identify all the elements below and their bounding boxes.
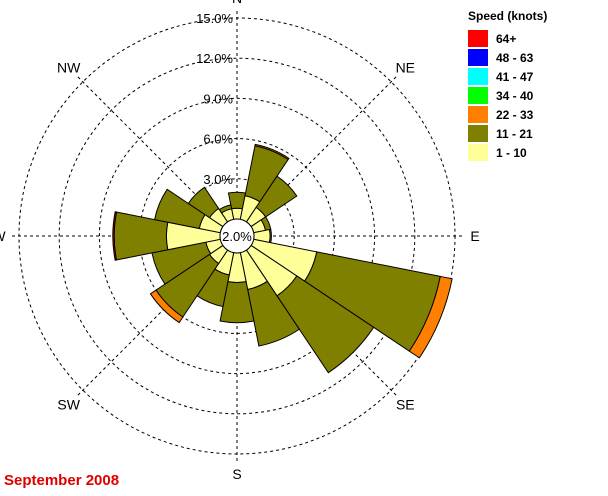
compass-label-W: W (0, 228, 6, 244)
compass-label-SW: SW (57, 396, 80, 412)
chart-title: September 2008 (4, 472, 120, 489)
legend-label-5: 22 - 33 (496, 108, 534, 122)
chart-labels: 2.0% 3.0% 6.0% 9.0% 12.0% 15.0% N NE E SE S SW W NW (0, 0, 480, 482)
grid-ring-3 (98, 97, 376, 375)
legend-swatch-6 (468, 125, 488, 142)
ring-label-3: 9.0% (203, 91, 233, 106)
legend-label-3: 41 - 47 (496, 70, 534, 84)
calm-label: 2.0% (222, 229, 252, 244)
compass-label-SE: SE (396, 396, 415, 412)
petal-337.5-11-21 (218, 204, 233, 214)
calm-circle (219, 218, 255, 254)
petal-45-11-21 (255, 175, 298, 218)
compass-label-NE: NE (396, 60, 415, 76)
legend-label-7: 1 - 10 (496, 146, 527, 160)
wind-petals (112, 143, 453, 374)
speed-legend: Speed (knots) 64+ 48 - 63 41 - 47 34 - 40 22 … (468, 9, 547, 161)
petal-315-11-21 (187, 186, 220, 219)
grid-ring-1 (179, 178, 295, 294)
compass-label-E: E (470, 228, 479, 244)
petal-292.5-11-21 (154, 188, 206, 230)
legend-swatch-1 (468, 30, 488, 47)
legend-title: Speed (knots) (468, 9, 547, 23)
petal-270-64+ (112, 211, 118, 261)
compass-label-N: N (232, 0, 242, 6)
ring-label-5: 15.0% (196, 11, 233, 26)
legend-swatch-5 (468, 106, 488, 123)
grid-ring-4 (58, 57, 416, 415)
legend-swatch-3 (468, 68, 488, 85)
legend-label-1: 64+ (496, 32, 516, 46)
legend-swatch-2 (468, 49, 488, 66)
legend-swatch-7 (468, 144, 488, 161)
compass-label-NW: NW (57, 60, 81, 76)
petal-180-11-21 (219, 280, 255, 324)
petal-22.5-22-33 (254, 143, 290, 161)
ring-label-2: 6.0% (203, 132, 233, 147)
compass-label-S: S (232, 466, 241, 482)
legend-label-4: 34 - 40 (496, 89, 534, 103)
petal-112.5-22-33 (408, 275, 453, 359)
petal-225-22-33 (149, 289, 184, 324)
legend-label-2: 48 - 63 (496, 51, 534, 65)
petal-157.5-11-21 (247, 280, 300, 347)
ring-label-1: 3.0% (203, 172, 233, 187)
ring-label-4: 12.0% (196, 51, 233, 66)
petal-90-11-21 (268, 228, 272, 244)
petal-135-11-21 (276, 275, 375, 374)
legend-label-6: 11 - 21 (496, 127, 533, 141)
legend-swatch-4 (468, 87, 488, 104)
